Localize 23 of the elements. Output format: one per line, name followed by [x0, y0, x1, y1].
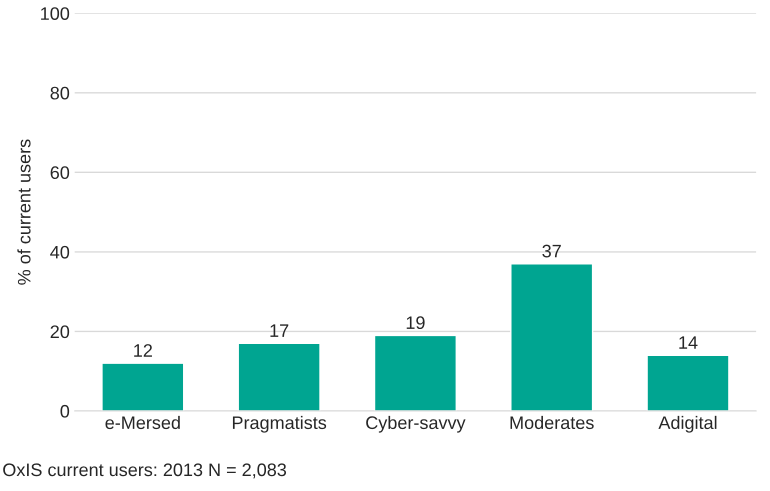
data-label: 12	[134, 344, 152, 357]
y-axis-title: % of current users	[17, 140, 31, 285]
x-tick-label: e-Mersed	[105, 416, 180, 430]
data-label: 14	[679, 336, 698, 349]
y-tick-label: 20	[50, 325, 70, 338]
x-tick-label: Moderates	[510, 416, 594, 430]
y-tick-label: 60	[50, 166, 70, 180]
bar	[374, 334, 457, 411]
bar	[101, 362, 184, 411]
data-label: 37	[542, 244, 561, 258]
bar	[510, 263, 594, 411]
y-tick-label: 100	[41, 7, 70, 20]
bar	[646, 354, 730, 411]
y-tick-label: 40	[50, 246, 70, 259]
data-label: 17	[270, 324, 288, 337]
x-tick-label: Cyber-savvy	[366, 416, 466, 433]
x-tick-label: Pragmatists	[232, 416, 326, 433]
x-tick-label: Adigital	[658, 416, 716, 433]
data-label: 19	[406, 316, 425, 330]
y-tick-label: 0	[60, 404, 70, 418]
text: OxIS current users: 2013 N = 2,083	[3, 463, 286, 478]
y-tick-label: 80	[50, 86, 70, 100]
bar	[238, 342, 321, 411]
